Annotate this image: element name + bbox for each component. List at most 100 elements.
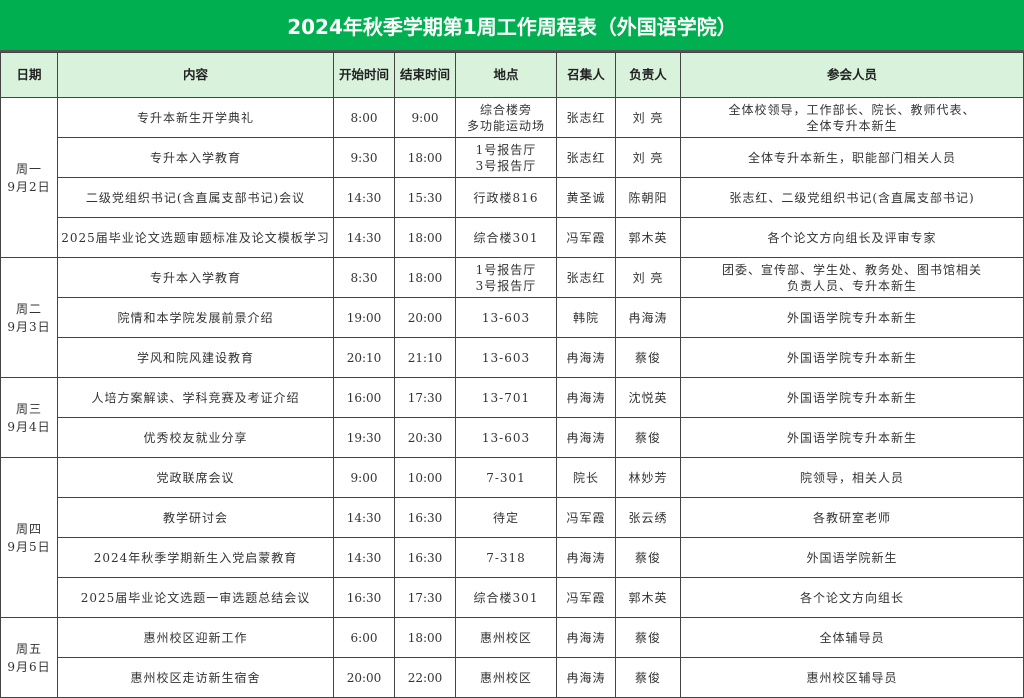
table-row: 周四 9月5日 党政联席会议 9:00 10:00 7-301 院长 林妙芳 院领导，相关人员 [0,457,1024,618]
attendees: 院领导，相关人员 [680,457,1024,498]
start-time: 16:30 [333,577,395,618]
header-row: 日期 内容 开始时间 结束时间 地点 召集人 负责人 参会人员 [0,52,1024,98]
end-time: 10:00 [394,457,456,498]
event-content: 人培方案解读、学科竞赛及考证介绍 [57,377,334,418]
event-content: 学风和院风建设教育 [57,337,334,378]
attendees: 全体辅导员 [680,617,1024,658]
table-row: 2024年秋季学期新生入党启蒙教育 14:30 16:30 7-318 冉海涛 蔡俊 外国语… [1,537,1024,578]
page-title: 2024年秋季学期第1周工作周程表（外国语学院） [0,0,1024,52]
event-content: 党政联席会议 [57,457,334,498]
table-row: 优秀校友就业分享 19:30 20:30 13-603 冉海涛 蔡俊 外国语学院专升本新生 [1,417,1024,458]
convener: 冯军霞 [556,217,616,258]
end-time: 21:10 [394,337,456,378]
convener: 冉海涛 [556,617,616,658]
responsible-person: 刘 亮 [615,97,681,138]
location: 行政楼816 [455,177,557,218]
convener: 张志红 [556,137,616,178]
end-time: 18:00 [394,217,456,258]
column-header: 召集人 [556,52,616,98]
responsible-person: 陈朝阳 [615,177,681,218]
responsible-person: 郭木英 [615,217,681,258]
weekday: 周四 [15,521,42,536]
table-row: 惠州校区走访新生宿舍 20:00 22:00 惠州校区 冉海涛 蔡俊 惠州校区辅导员 [1,657,1024,698]
responsible-person: 蔡俊 [615,337,681,378]
convener: 韩院 [556,297,616,338]
attendees: 外国语学院专升本新生 [680,337,1024,378]
end-time: 20:00 [394,297,456,338]
table-row: 周五 9月6日 惠州校区迎新工作 6:00 18:00 惠州校区 冉海涛 蔡俊 全体辅导员 [0,617,1024,698]
event-content: 优秀校友就业分享 [57,417,334,458]
weekday: 周二 [15,301,42,316]
table-row: 学风和院风建设教育 20:10 21:10 13-603 冉海涛 蔡俊 外国语学院专升本新生 [1,337,1024,378]
end-time: 16:30 [394,497,456,538]
convener: 院长 [556,457,616,498]
location: 综合楼301 [455,577,557,618]
location: 1号报告厅 3号报告厅 [455,137,557,178]
end-time: 17:30 [394,577,456,618]
attendees: 全体校领导，工作部长、院长、教师代表、 全体专升本新生 [680,97,1024,138]
responsible-person: 蔡俊 [615,417,681,458]
end-time: 17:30 [394,377,456,418]
date: 9月6日 [7,659,51,674]
column-header: 地点 [455,52,557,98]
event-content: 惠州校区迎新工作 [57,617,334,658]
attendees: 各教研室老师 [680,497,1024,538]
location: 综合楼301 [455,217,557,258]
attendees: 团委、宣传部、学生处、教务处、图书馆相关 负责人员、专升本新生 [680,257,1024,298]
start-time: 6:00 [333,617,395,658]
start-time: 19:30 [333,417,395,458]
event-content: 二级党组织书记(含直属支部书记)会议 [57,177,334,218]
convener: 冉海涛 [556,417,616,458]
responsible-person: 蔡俊 [615,657,681,698]
convener: 冉海涛 [556,337,616,378]
weekday: 周五 [15,641,42,656]
location: 13-701 [455,377,557,418]
table-row: 周一 9月2日 专升本新生开学典礼 8:00 9:00 综合楼旁 多功能运动场 张志红刘 亮… [0,97,1024,258]
event-content: 教学研讨会 [57,497,334,538]
convener: 黄圣诚 [556,177,616,218]
event-content: 2024年秋季学期新生入党启蒙教育 [57,537,334,578]
attendees: 外国语学院专升本新生 [680,377,1024,418]
attendees: 外国语学院新生 [680,537,1024,578]
location: 13-603 [455,297,557,338]
day-cell: 周五 9月6日 [0,617,58,698]
start-time: 9:30 [333,137,395,178]
day-cell: 周一 9月2日 [0,97,58,258]
schedule-table: 日期 内容 开始时间 结束时间 地点 召集人 负责人 参会人员 周一 9月2日 专升本新生开学典礼… [0,52,1024,698]
end-time: 18:00 [394,617,456,658]
end-time: 18:00 [394,257,456,298]
start-time: 8:00 [333,97,395,138]
day-cell: 周四 9月5日 [0,457,58,618]
responsible-person: 张云绣 [615,497,681,538]
start-time: 14:30 [333,177,395,218]
start-time: 9:00 [333,457,395,498]
convener: 冉海涛 [556,537,616,578]
column-header: 结束时间 [394,52,456,98]
table-row: 教学研讨会 14:30 16:30 待定 冯军霞 张云绣 各教研室老师 [1,497,1024,538]
event-content: 专升本入学教育 [57,137,334,178]
responsible-person: 蔡俊 [615,617,681,658]
responsible-person: 冉海涛 [615,297,681,338]
column-header: 日期 [0,52,58,98]
responsible-person: 沈悦英 [615,377,681,418]
event-content: 专升本新生开学典礼 [57,97,334,138]
attendees: 各个论文方向组长 [680,577,1024,618]
event-content: 2025届毕业论文选题审题标准及论文模板学习 [57,217,334,258]
table-row: 2025届毕业论文选题一审选题总结会议 16:30 17:30 综合楼301 冯军霞 郭木… [1,577,1024,618]
event-content: 惠州校区走访新生宿舍 [57,657,334,698]
date: 9月2日 [7,179,51,194]
responsible-person: 郭木英 [615,577,681,618]
convener: 张志红 [556,97,616,138]
start-time: 16:00 [333,377,395,418]
responsible-person: 林妙芳 [615,457,681,498]
end-time: 9:00 [394,97,456,138]
attendees: 张志红、二级党组织书记(含直属支部书记) [680,177,1024,218]
end-time: 18:00 [394,137,456,178]
location: 待定 [455,497,557,538]
start-time: 14:30 [333,497,395,538]
weekday: 周一 [15,161,42,176]
location: 综合楼旁 多功能运动场 [455,97,557,138]
convener: 张志红 [556,257,616,298]
convener: 冯军霞 [556,577,616,618]
location: 7-318 [455,537,557,578]
